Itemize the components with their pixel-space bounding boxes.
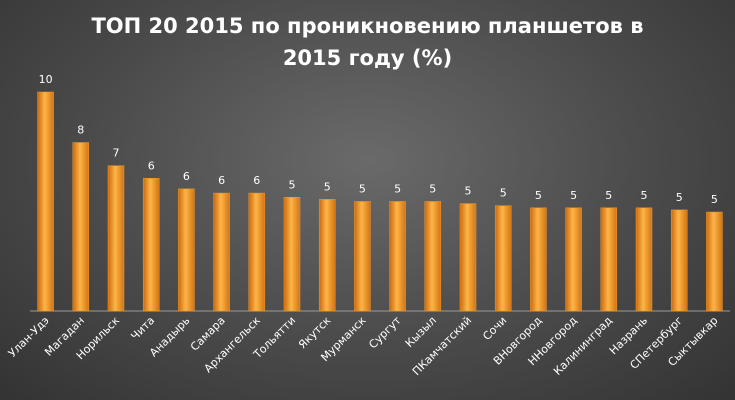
value-label: 5	[711, 193, 718, 206]
bar	[494, 205, 512, 312]
value-label: 5	[359, 183, 366, 196]
bar	[670, 209, 688, 312]
bar	[600, 207, 618, 312]
value-label: 6	[183, 170, 190, 183]
value-label: 8	[77, 124, 84, 137]
value-label: 5	[324, 180, 331, 193]
value-label: 5	[500, 187, 507, 200]
bar	[459, 203, 477, 312]
bar	[37, 91, 54, 312]
value-label: 5	[641, 189, 648, 202]
bar	[72, 142, 90, 312]
value-label: 5	[289, 178, 296, 191]
value-label: 7	[113, 147, 120, 160]
value-label: 6	[253, 174, 260, 187]
bar	[530, 207, 547, 312]
bar	[107, 165, 125, 312]
bar	[354, 201, 371, 312]
chart-title: ТОП 20 2015 по проникновению планшетов в…	[91, 14, 644, 70]
bar	[565, 207, 582, 312]
bar	[283, 197, 301, 312]
bar	[178, 188, 195, 312]
value-label: 10	[39, 73, 53, 86]
bar	[248, 192, 266, 312]
x-tick-label: Сургут	[366, 314, 404, 352]
bar	[142, 178, 160, 312]
value-label: 5	[429, 183, 436, 196]
value-label: 5	[676, 191, 683, 204]
bar	[389, 201, 406, 312]
value-label: 5	[465, 185, 472, 198]
bar	[318, 199, 336, 312]
value-label: 5	[605, 189, 612, 202]
value-label: 6	[148, 159, 155, 172]
bar	[213, 192, 230, 312]
x-tick-label: Сочи	[480, 314, 509, 343]
value-label: 5	[535, 189, 542, 202]
bar	[635, 207, 653, 312]
x-tick-label: Чита	[128, 314, 157, 343]
bar	[706, 211, 723, 312]
bar	[424, 201, 442, 312]
value-label: 5	[570, 189, 577, 202]
value-label: 6	[218, 174, 225, 187]
value-label: 5	[394, 183, 401, 196]
